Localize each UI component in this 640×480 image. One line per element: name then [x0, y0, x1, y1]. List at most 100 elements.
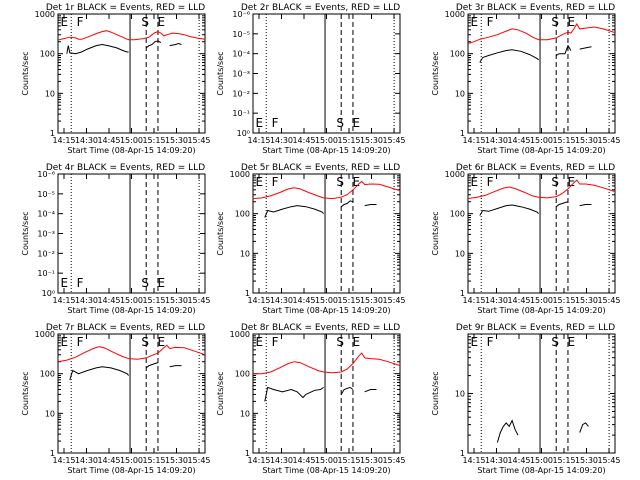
x-tick-label: 15:00 — [315, 136, 338, 145]
lld-rate-line — [467, 179, 616, 200]
time-marker-label: E — [60, 276, 68, 290]
plot-frame — [467, 333, 616, 454]
x-axis-label: Start Time (08-Apr-15 14:09:20) — [477, 466, 605, 475]
lld-rate-line — [252, 180, 401, 200]
y-tick-label: 10⁻³ — [232, 70, 250, 79]
x-tick-label: 14:45 — [507, 296, 530, 305]
time-marker-label: E — [352, 116, 360, 130]
x-tick-label: 15:45 — [597, 136, 620, 145]
x-axis-label: Start Time (08-Apr-15 14:09:20) — [477, 146, 605, 155]
y-tick-label: 1 — [50, 129, 55, 138]
time-marker-label: F — [272, 116, 279, 130]
x-tick-label: 14:45 — [507, 136, 530, 145]
panel-title: Det 5r BLACK = Events, RED = LLD — [241, 163, 400, 173]
y-tick-label: 10 — [45, 89, 55, 98]
y-axis-label: Counts/sec — [216, 211, 225, 255]
x-tick-label: 15:00 — [315, 456, 338, 465]
y-tick-label: 10⁻⁴ — [37, 210, 55, 219]
time-marker-label: F — [272, 175, 279, 189]
events-rate-line — [66, 43, 129, 55]
x-tick-label: 15:00 — [315, 296, 338, 305]
time-marker-label: S — [551, 15, 559, 29]
y-tick-label: 1 — [460, 289, 465, 298]
x-tick-label: 14:30 — [485, 296, 508, 305]
y-tick-label: 10⁻¹ — [232, 109, 250, 118]
x-tick-label: 15:15 — [552, 456, 575, 465]
time-marker-label: F — [77, 15, 84, 29]
y-tick-label: 10 — [240, 409, 250, 418]
events-rate-line — [169, 365, 182, 368]
x-tick-label: 15:30 — [575, 296, 598, 305]
panel-title: Det 8r BLACK = Events, RED = LLD — [241, 323, 400, 333]
x-tick-label: 15:00 — [120, 296, 143, 305]
x-tick-label: 14:15 — [247, 136, 270, 145]
x-tick-label: 15:00 — [530, 136, 553, 145]
y-tick-label: 1 — [50, 449, 55, 458]
x-tick-label: 14:15 — [462, 456, 485, 465]
x-tick-label: 14:45 — [292, 296, 315, 305]
x-tick-label: 15:30 — [360, 136, 383, 145]
time-marker-label: F — [77, 335, 84, 349]
y-axis-label: Counts/sec — [21, 211, 30, 255]
y-axis-label: Counts/sec — [431, 211, 440, 255]
x-tick-label: 15:15 — [142, 296, 165, 305]
y-tick-label: 1000 — [445, 10, 465, 19]
panel-title: Det 2r BLACK = Events, RED = LLD — [241, 3, 400, 13]
y-tick-label: 10⁰ — [237, 129, 250, 138]
time-marker-label: S — [141, 15, 149, 29]
x-tick-label: 14:15 — [52, 136, 75, 145]
panel-det-5: Det 5r BLACK = Events, RED = LLD 1 10 100 10… — [216, 163, 406, 315]
y-axis-label: Counts/sec — [216, 51, 225, 95]
x-tick-label: 15:45 — [382, 456, 405, 465]
y-tick-label: 10⁻² — [232, 89, 250, 98]
time-marker-label: S — [336, 116, 344, 130]
x-tick-label: 14:15 — [462, 136, 485, 145]
y-tick-label: 1000 — [445, 170, 465, 179]
y-tick-label: 1 — [245, 289, 250, 298]
y-tick-label: 1000 — [35, 10, 55, 19]
x-tick-label: 15:30 — [165, 456, 188, 465]
time-marker-label: E — [470, 15, 478, 29]
x-tick-label: 14:30 — [75, 136, 98, 145]
y-tick-label: 10⁻⁶ — [37, 170, 55, 179]
x-tick-label: 14:30 — [485, 456, 508, 465]
x-tick-label: 14:30 — [270, 456, 293, 465]
x-tick-label: 15:00 — [530, 296, 553, 305]
events-rate-line — [145, 40, 162, 49]
y-tick-label: 10 — [455, 249, 465, 258]
time-marker-label: S — [141, 335, 149, 349]
events-rate-line — [364, 389, 377, 393]
x-tick-label: 14:45 — [97, 296, 120, 305]
time-marker-label: S — [336, 175, 344, 189]
y-tick-label: 1000 — [230, 170, 250, 179]
events-rate-line — [579, 422, 589, 433]
lld-rate-line — [57, 344, 206, 363]
time-marker-label: E — [157, 276, 165, 290]
y-tick-label: 10⁻⁶ — [232, 10, 250, 19]
events-rate-line — [340, 200, 354, 208]
x-tick-label: 15:30 — [165, 296, 188, 305]
events-rate-line — [364, 204, 377, 207]
x-tick-label: 15:45 — [187, 456, 210, 465]
y-axis-label: Counts/sec — [431, 51, 440, 95]
time-marker-label: E — [60, 335, 68, 349]
y-tick-label: 10 — [455, 390, 465, 399]
panel-det-8: Det 8r BLACK = Events, RED = LLD 1 10 100 10… — [216, 323, 406, 475]
time-marker-label: E — [470, 175, 478, 189]
x-axis-label: Start Time (08-Apr-15 14:09:20) — [262, 146, 390, 155]
y-tick-label: 10⁻⁵ — [232, 30, 250, 39]
events-rate-line — [264, 205, 324, 218]
x-tick-label: 15:15 — [337, 296, 360, 305]
time-marker-label: E — [352, 175, 360, 189]
time-marker-label: E — [567, 175, 575, 189]
y-axis-label: Counts/sec — [431, 371, 440, 415]
y-tick-label: 10⁻² — [37, 249, 55, 258]
y-tick-label: 10⁰ — [42, 289, 55, 298]
x-axis-label: Start Time (08-Apr-15 14:09:20) — [262, 466, 390, 475]
y-tick-label: 10⁻⁴ — [232, 50, 250, 59]
panel-det-1: Det 1r BLACK = Events, RED = LLD 1 10 100 10… — [21, 3, 211, 155]
events-rate-line — [579, 204, 592, 207]
